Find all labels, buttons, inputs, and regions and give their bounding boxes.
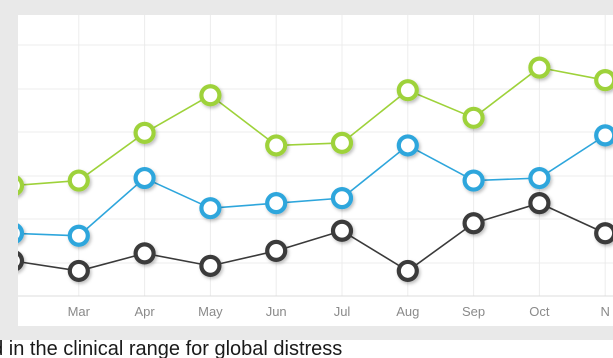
data-point[interactable] xyxy=(265,192,288,215)
x-tick-label: Oct xyxy=(529,304,550,319)
data-point[interactable] xyxy=(133,166,156,190)
data-point[interactable] xyxy=(462,169,485,192)
line-chart: bMarAprMayJunJulAugSepOctN xyxy=(0,0,613,340)
x-tick-label: May xyxy=(198,304,223,319)
x-axis: bMarAprMayJunJulAugSepOctN xyxy=(9,304,610,319)
frame-top xyxy=(0,0,613,15)
x-tick-label: N xyxy=(601,304,610,319)
data-point[interactable] xyxy=(594,69,613,92)
x-tick-label: Mar xyxy=(68,304,91,319)
data-point[interactable] xyxy=(528,56,551,79)
data-point[interactable] xyxy=(330,131,354,155)
x-tick-label: Jul xyxy=(334,304,351,319)
x-tick-label: Apr xyxy=(134,304,155,319)
x-tick-label: Aug xyxy=(396,304,419,319)
data-point[interactable] xyxy=(528,192,551,215)
frame-left xyxy=(0,0,18,340)
data-point[interactable] xyxy=(265,239,288,262)
data-point[interactable] xyxy=(594,222,613,245)
data-point[interactable] xyxy=(199,254,222,277)
data-point[interactable] xyxy=(67,259,90,283)
data-point[interactable] xyxy=(330,219,354,242)
data-point[interactable] xyxy=(330,187,354,210)
chart-frame: bMarAprMayJunJulAugSepOctN xyxy=(0,0,613,340)
x-tick-label: Sep xyxy=(462,304,485,319)
data-point[interactable] xyxy=(594,124,613,147)
data-point[interactable] xyxy=(528,166,551,190)
data-point[interactable] xyxy=(462,106,485,129)
x-tick-label: Jun xyxy=(266,304,287,319)
data-point[interactable] xyxy=(67,224,90,247)
data-point[interactable] xyxy=(199,84,222,107)
plot-background xyxy=(18,15,613,326)
data-point[interactable] xyxy=(199,197,222,220)
series-3 xyxy=(1,192,613,283)
data-point[interactable] xyxy=(396,134,419,157)
data-point[interactable] xyxy=(396,79,419,102)
data-point[interactable] xyxy=(133,121,156,144)
series-line xyxy=(12,202,606,272)
data-point[interactable] xyxy=(396,259,419,283)
frame-bottom xyxy=(0,326,613,340)
series-layer xyxy=(1,56,613,283)
data-point[interactable] xyxy=(265,134,288,157)
caption-text: ed in the clinical range for global dist… xyxy=(0,338,343,358)
data-point[interactable] xyxy=(67,169,90,192)
series-line xyxy=(12,134,606,237)
data-point[interactable] xyxy=(462,212,485,235)
series-line xyxy=(12,66,606,187)
series-1 xyxy=(1,56,613,197)
data-point[interactable] xyxy=(133,242,156,265)
